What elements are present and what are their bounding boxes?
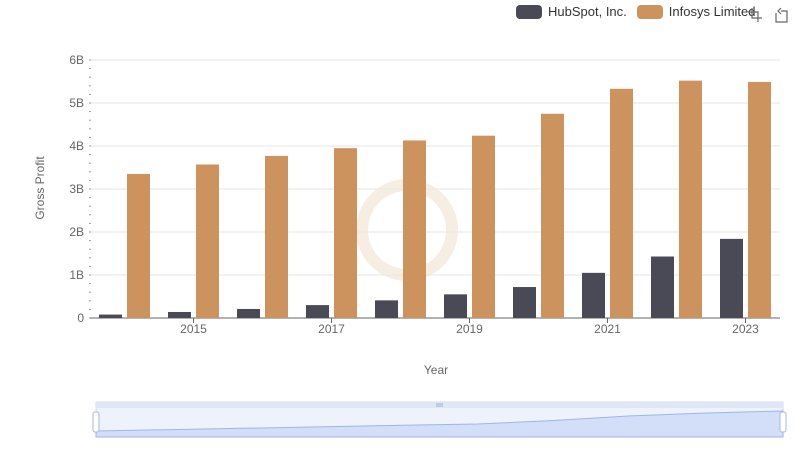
toolbox bbox=[746, 6, 790, 24]
bar-hubspot-2020[interactable] bbox=[513, 287, 536, 318]
zoom-slider-grip-icon[interactable] bbox=[436, 403, 443, 407]
legend-item-infosys[interactable]: Infosys Limited bbox=[636, 4, 756, 19]
y-tick-label: 5B bbox=[69, 96, 84, 110]
legend-label-infosys: Infosys Limited bbox=[668, 4, 756, 19]
bar-infosys-2019[interactable] bbox=[472, 135, 495, 318]
legend-swatch-infosys bbox=[636, 4, 663, 19]
y-tick-label: 2B bbox=[69, 225, 84, 239]
bar-hubspot-2023[interactable] bbox=[720, 238, 743, 318]
legend-label-hubspot: HubSpot, Inc. bbox=[548, 4, 627, 19]
y-tick-label: 3B bbox=[69, 182, 84, 196]
y-tick-label: 6B bbox=[69, 53, 84, 67]
y-tick-label: 1B bbox=[69, 268, 84, 282]
y-tick-label: 0 bbox=[77, 311, 84, 325]
legend-swatch-hubspot bbox=[516, 4, 542, 19]
bar-infosys-2014[interactable] bbox=[127, 173, 150, 318]
zoom-slider-left-handle[interactable] bbox=[92, 411, 100, 433]
legend-item-hubspot[interactable]: HubSpot, Inc. bbox=[516, 4, 627, 19]
bar-infosys-2017[interactable] bbox=[334, 148, 357, 318]
bar-hubspot-2014[interactable] bbox=[99, 314, 122, 318]
zoom-slider-right-handle[interactable] bbox=[779, 411, 787, 433]
bar-hubspot-2015[interactable] bbox=[168, 311, 191, 318]
bar-hubspot-2016[interactable] bbox=[237, 308, 260, 318]
x-tick-label: 2017 bbox=[318, 322, 345, 336]
bar-infosys-2021[interactable] bbox=[610, 88, 633, 318]
bar-infosys-2020[interactable] bbox=[541, 113, 564, 318]
x-tick-label: 2021 bbox=[594, 322, 621, 336]
bar-infosys-2018[interactable] bbox=[403, 140, 426, 318]
zoom-select-icon[interactable] bbox=[746, 6, 764, 24]
bar-infosys-2016[interactable] bbox=[265, 155, 288, 318]
y-tick-label: 4B bbox=[69, 139, 84, 153]
zoom-reset-icon[interactable] bbox=[772, 6, 790, 24]
bar-hubspot-2022[interactable] bbox=[651, 256, 674, 318]
y-axis-title: Gross Profit bbox=[33, 156, 47, 220]
bar-hubspot-2018[interactable] bbox=[375, 300, 398, 318]
bar-hubspot-2019[interactable] bbox=[444, 294, 467, 318]
bar-hubspot-2017[interactable] bbox=[306, 305, 329, 318]
bar-hubspot-2021[interactable] bbox=[582, 272, 605, 318]
x-axis-title: Year bbox=[423, 363, 449, 377]
bar-infosys-2022[interactable] bbox=[679, 80, 702, 318]
bar-infosys-2015[interactable] bbox=[196, 164, 219, 318]
x-tick-label: 2015 bbox=[180, 322, 207, 336]
x-tick-label: 2023 bbox=[732, 322, 759, 336]
x-tick-label: 2019 bbox=[456, 322, 483, 336]
bar-infosys-2023[interactable] bbox=[748, 81, 771, 319]
zoom-slider-trend bbox=[95, 410, 784, 438]
legend: HubSpot, Inc. Infosys Limited bbox=[516, 4, 755, 19]
